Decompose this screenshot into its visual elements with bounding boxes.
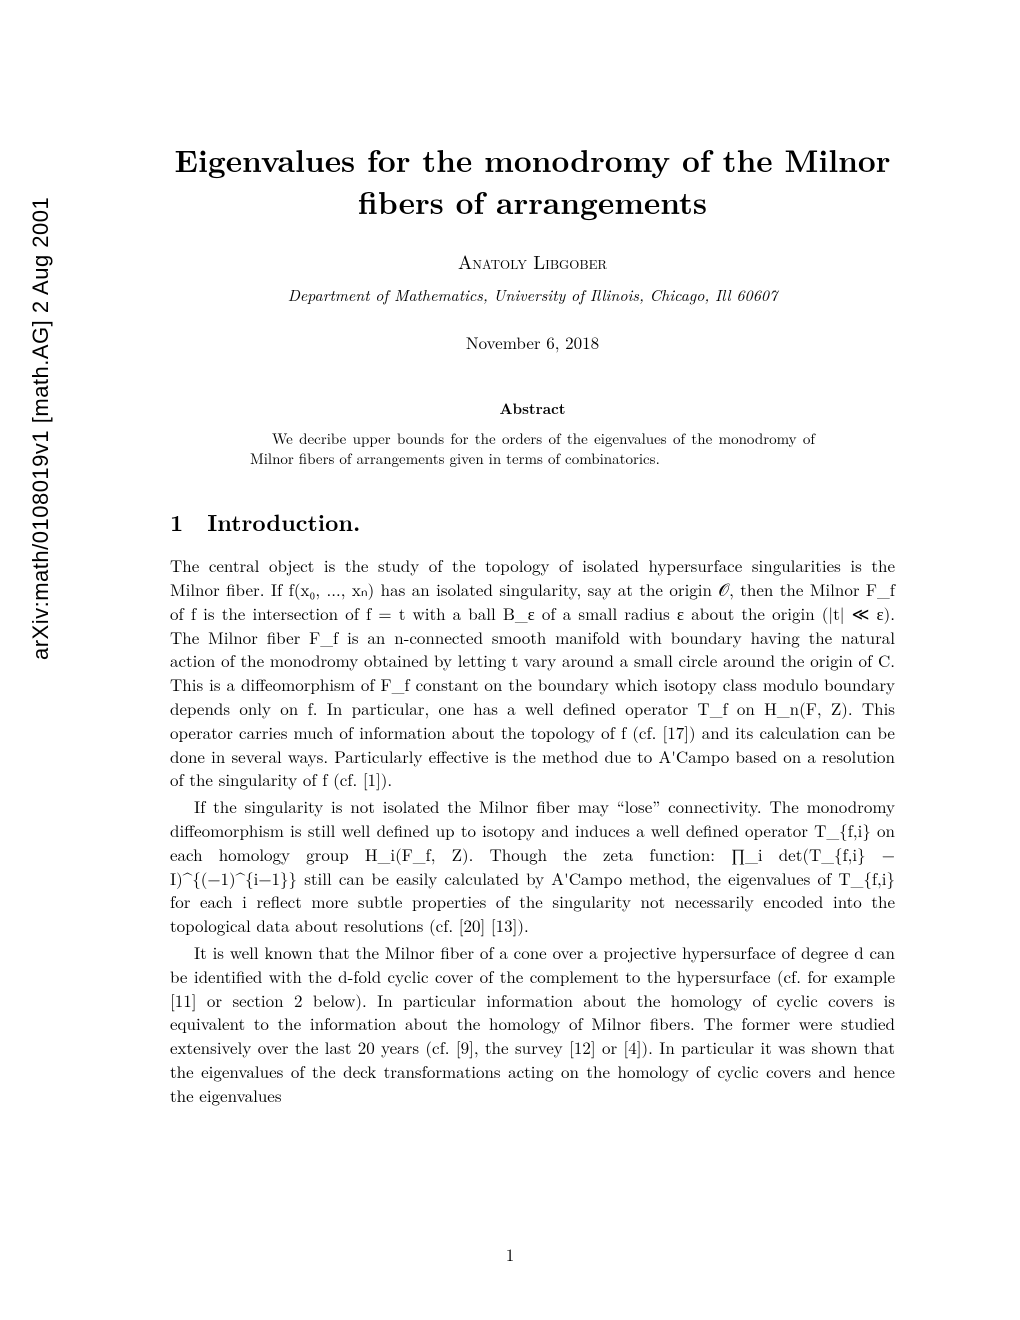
- section-heading: 1 Introduction.: [170, 505, 895, 538]
- arxiv-stamp: arXiv:math/0108019v1 [math.AG] 2 Aug 200…: [28, 197, 54, 660]
- author-name: Anatoly Libgober: [170, 248, 895, 275]
- section-number: 1: [170, 505, 183, 538]
- abstract-body: We decribe upper bounds for the orders o…: [250, 429, 815, 470]
- paper-date: November 6, 2018: [170, 330, 895, 354]
- paper-title: Eigenvalues for the monodromy of the Mil…: [170, 140, 895, 224]
- author-affiliation: Department of Mathematics, University of…: [170, 283, 895, 306]
- page-content: Eigenvalues for the monodromy of the Mil…: [0, 0, 1020, 1108]
- page-number: 1: [0, 1242, 1020, 1266]
- body-paragraph: The central object is the study of the t…: [170, 554, 895, 792]
- abstract-heading: Abstract: [170, 398, 895, 419]
- body-paragraph: If the singularity is not isolated the M…: [170, 795, 895, 938]
- section-title: Introduction.: [207, 505, 360, 538]
- body-paragraph: It is well known that the Milnor fiber o…: [170, 941, 895, 1108]
